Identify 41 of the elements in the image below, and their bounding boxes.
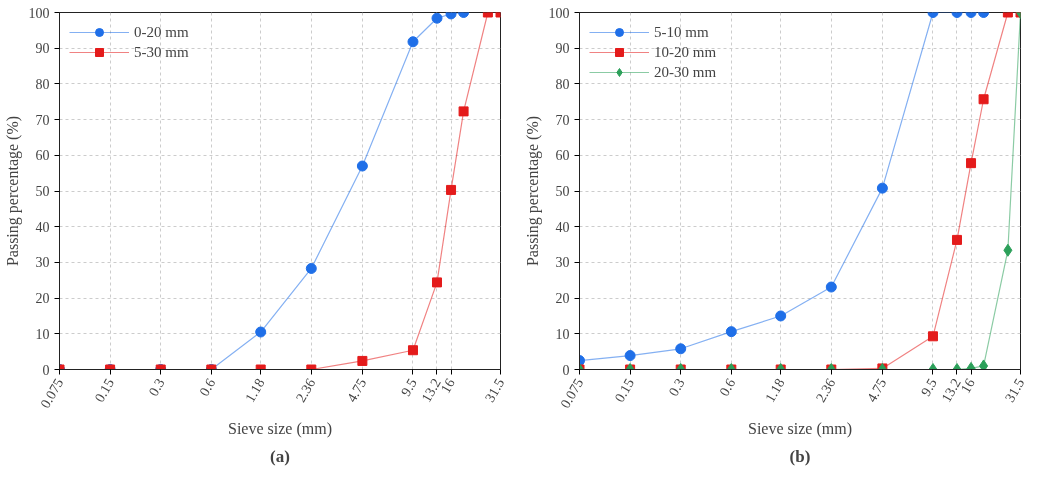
text: (a) [270,446,290,466]
y-tick-label: 100 [548,5,570,21]
y-tick-label: 0 [42,362,50,378]
x-tick-label: 0.3 [665,376,688,399]
x-tick-label: 1.18 [762,376,788,405]
x-tick-label: 0.3 [145,376,168,399]
y-tick-label: 20 [35,291,50,307]
y-tick-label: 50 [35,184,50,199]
y-tick-label: 30 [555,255,570,271]
y-tick-label: 90 [555,41,570,57]
legend-label: 5-30 mm [134,43,189,61]
y-tick-label: 90 [35,41,50,57]
y-tick-label: 40 [35,219,50,235]
y-tick-label: 20 [555,291,570,307]
y-tick-label: 10 [555,326,570,342]
x-tick-label: 9.5 [918,376,940,399]
x-axis-title: Sieve size (mm) [748,419,852,438]
x-tick-label: 9.5 [398,376,420,399]
x-tick-label: 1.18 [242,376,268,405]
y-tick-label: 0 [562,362,570,378]
y-tick-label: 30 [35,255,50,271]
y-tick-label: 40 [555,219,570,235]
x-axis-title: Sieve size (mm) [228,419,332,438]
y-tick-label: 70 [555,112,570,128]
y-tick-label: 50 [555,184,570,199]
y-tick-label: 60 [555,148,570,164]
text: (b) [789,446,811,466]
y-axis-title: Passing percentage (%) [3,115,22,267]
y-tick-label: 60 [35,148,50,164]
legend-label: 0-20 mm [134,23,189,41]
x-tick-label: 0.6 [196,376,219,399]
y-axis-title: Passing percentage (%) [523,115,542,267]
y-tick-label: 80 [35,76,50,92]
legend-label: 5-10 mm [654,23,709,41]
y-tick-label: 10 [35,326,50,342]
legend-label: 10-20 mm [654,43,717,61]
y-tick-label: 100 [28,5,50,21]
y-tick-label: 80 [555,76,570,92]
x-tick-label: 0.6 [716,376,739,399]
legend-label: 20-30 mm [654,63,717,81]
y-tick-label: 70 [35,112,50,128]
